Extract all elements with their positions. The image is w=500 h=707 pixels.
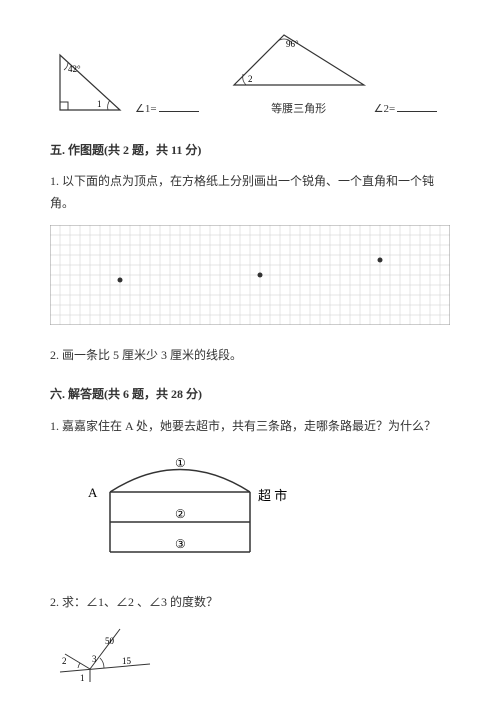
section6-q2: 2. 求：∠1、∠2 、∠3 的度数？	[50, 592, 450, 614]
angle-figure: 50 15 1 2 3	[50, 624, 450, 684]
anglefig-1: 1	[80, 673, 85, 683]
angle-svg: 50 15 1 2 3	[50, 624, 160, 684]
triangle1-block: 42° 1 ∠1=	[50, 50, 199, 120]
anglefig-3: 3	[92, 654, 97, 664]
triangle1-bottom-angle: 1	[97, 99, 102, 109]
triangle2-bottom-angle: 2	[248, 74, 253, 84]
angle2-underline	[397, 100, 437, 112]
angle1-text: ∠1=	[135, 100, 157, 120]
angle2-text: ∠2=	[374, 100, 396, 120]
triangle2-caption: 等腰三角形	[229, 100, 369, 120]
anglefig-50: 50	[105, 636, 115, 646]
path-svg: A 超 市 ① ② ③	[80, 452, 300, 572]
grid-figure	[50, 225, 450, 325]
angle2-label: ∠2=	[374, 100, 438, 120]
path-figure: A 超 市 ① ② ③	[80, 452, 450, 572]
path-route1: ①	[175, 456, 186, 470]
section6-q1: 1. 嘉嘉家住在 A 处，她要去超市，共有三条路，走哪条路最近？为什么？	[50, 416, 450, 438]
section5-q1: 1. 以下面的点为顶点，在方格纸上分别画出一个锐角、一个直角和一个钝角。	[50, 171, 450, 214]
path-label-store: 超 市	[258, 488, 287, 503]
section5-q2: 2. 画一条比 5 厘米少 3 厘米的线段。	[50, 345, 450, 367]
angle1-label: ∠1=	[135, 100, 199, 120]
anglefig-2: 2	[62, 656, 67, 666]
section6-title: 六. 解答题(共 6 题，共 28 分)	[50, 384, 450, 406]
section5-title: 五. 作图题(共 2 题，共 11 分)	[50, 140, 450, 162]
triangles-row: 42° 1 ∠1= 96° 2 等腰三角形 ∠2=	[50, 30, 450, 120]
triangle1-svg: 42° 1	[50, 50, 130, 120]
grid-svg	[50, 225, 450, 325]
triangle2-svg: 96° 2	[229, 30, 369, 100]
triangle2-top-angle: 96°	[286, 39, 299, 49]
path-label-A: A	[88, 485, 98, 500]
angle1-underline	[159, 100, 199, 112]
path-route2: ②	[175, 507, 186, 521]
triangle1-top-angle: 42°	[68, 64, 81, 74]
path-route3: ③	[175, 537, 186, 551]
anglefig-15: 15	[122, 656, 132, 666]
triangle2-block: 96° 2 等腰三角形 ∠2=	[229, 30, 438, 120]
